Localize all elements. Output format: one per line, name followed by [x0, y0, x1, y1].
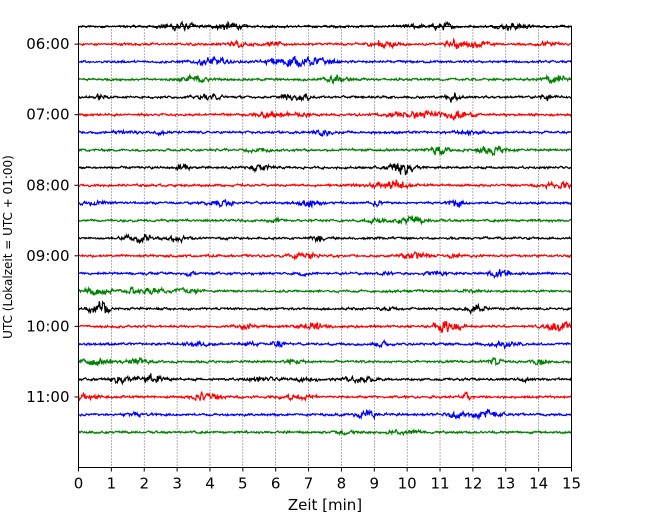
trace-line — [78, 250, 572, 261]
trace-line — [78, 408, 573, 421]
x-tick-label: 15 — [562, 475, 581, 493]
trace-line — [78, 109, 573, 121]
x-axis-label: Zeit [min] — [288, 496, 362, 514]
y-axis-label: UTC (Lokalzeit = UTC + 01:00) — [1, 155, 15, 339]
x-axis: 0 1 2 3 4 5 6 7 8 9 10 11 12 13 14 15 — [74, 467, 581, 493]
y-tick-label: 09:00 — [26, 247, 69, 265]
y-axis: 06:00 07:00 08:00 09:00 10:00 11:00 — [26, 35, 79, 406]
x-tick-label: 12 — [463, 475, 482, 493]
x-tick-label: 3 — [172, 475, 182, 493]
trace-line — [78, 214, 572, 226]
y-tick-label: 07:00 — [26, 106, 69, 124]
x-tick-label: 13 — [496, 475, 515, 493]
x-tick-label: 8 — [337, 475, 347, 493]
x-tick-label: 14 — [529, 475, 548, 493]
y-tick-label: 08:00 — [26, 176, 69, 194]
x-tick-label: 0 — [74, 475, 84, 493]
trace-line — [78, 268, 572, 280]
trace-line — [78, 179, 573, 191]
trace-line — [77, 390, 572, 402]
trace-line — [77, 55, 572, 68]
trace-line — [78, 144, 572, 157]
x-tick-label: 4 — [205, 475, 215, 493]
trace-line — [78, 37, 572, 50]
trace-line — [77, 356, 572, 367]
y-tick-label: 11:00 — [26, 388, 69, 406]
trace-line — [78, 198, 572, 209]
trace-line — [78, 338, 572, 351]
plot-frame — [78, 26, 572, 468]
trace-line — [78, 232, 573, 245]
x-tick-label: 11 — [430, 475, 449, 493]
trace-line — [78, 320, 572, 334]
trace-line — [77, 128, 572, 138]
grid-lines — [111, 26, 539, 468]
trace-group — [77, 20, 573, 437]
trace-line — [78, 285, 572, 296]
x-tick-label: 9 — [370, 475, 380, 493]
x-tick-label: 1 — [107, 475, 117, 493]
trace-line — [78, 73, 572, 85]
x-tick-label: 5 — [238, 475, 248, 493]
trace-line — [77, 92, 572, 103]
trace-line — [78, 300, 572, 316]
trace-line — [78, 428, 572, 437]
x-tick-label: 2 — [139, 475, 149, 493]
x-tick-label: 7 — [304, 475, 314, 493]
trace-line — [78, 162, 573, 176]
y-tick-label: 06:00 — [26, 35, 69, 53]
y-tick-label: 10:00 — [26, 317, 69, 335]
x-tick-label: 10 — [398, 475, 417, 493]
trace-line — [78, 373, 572, 386]
x-tick-label: 6 — [271, 475, 281, 493]
